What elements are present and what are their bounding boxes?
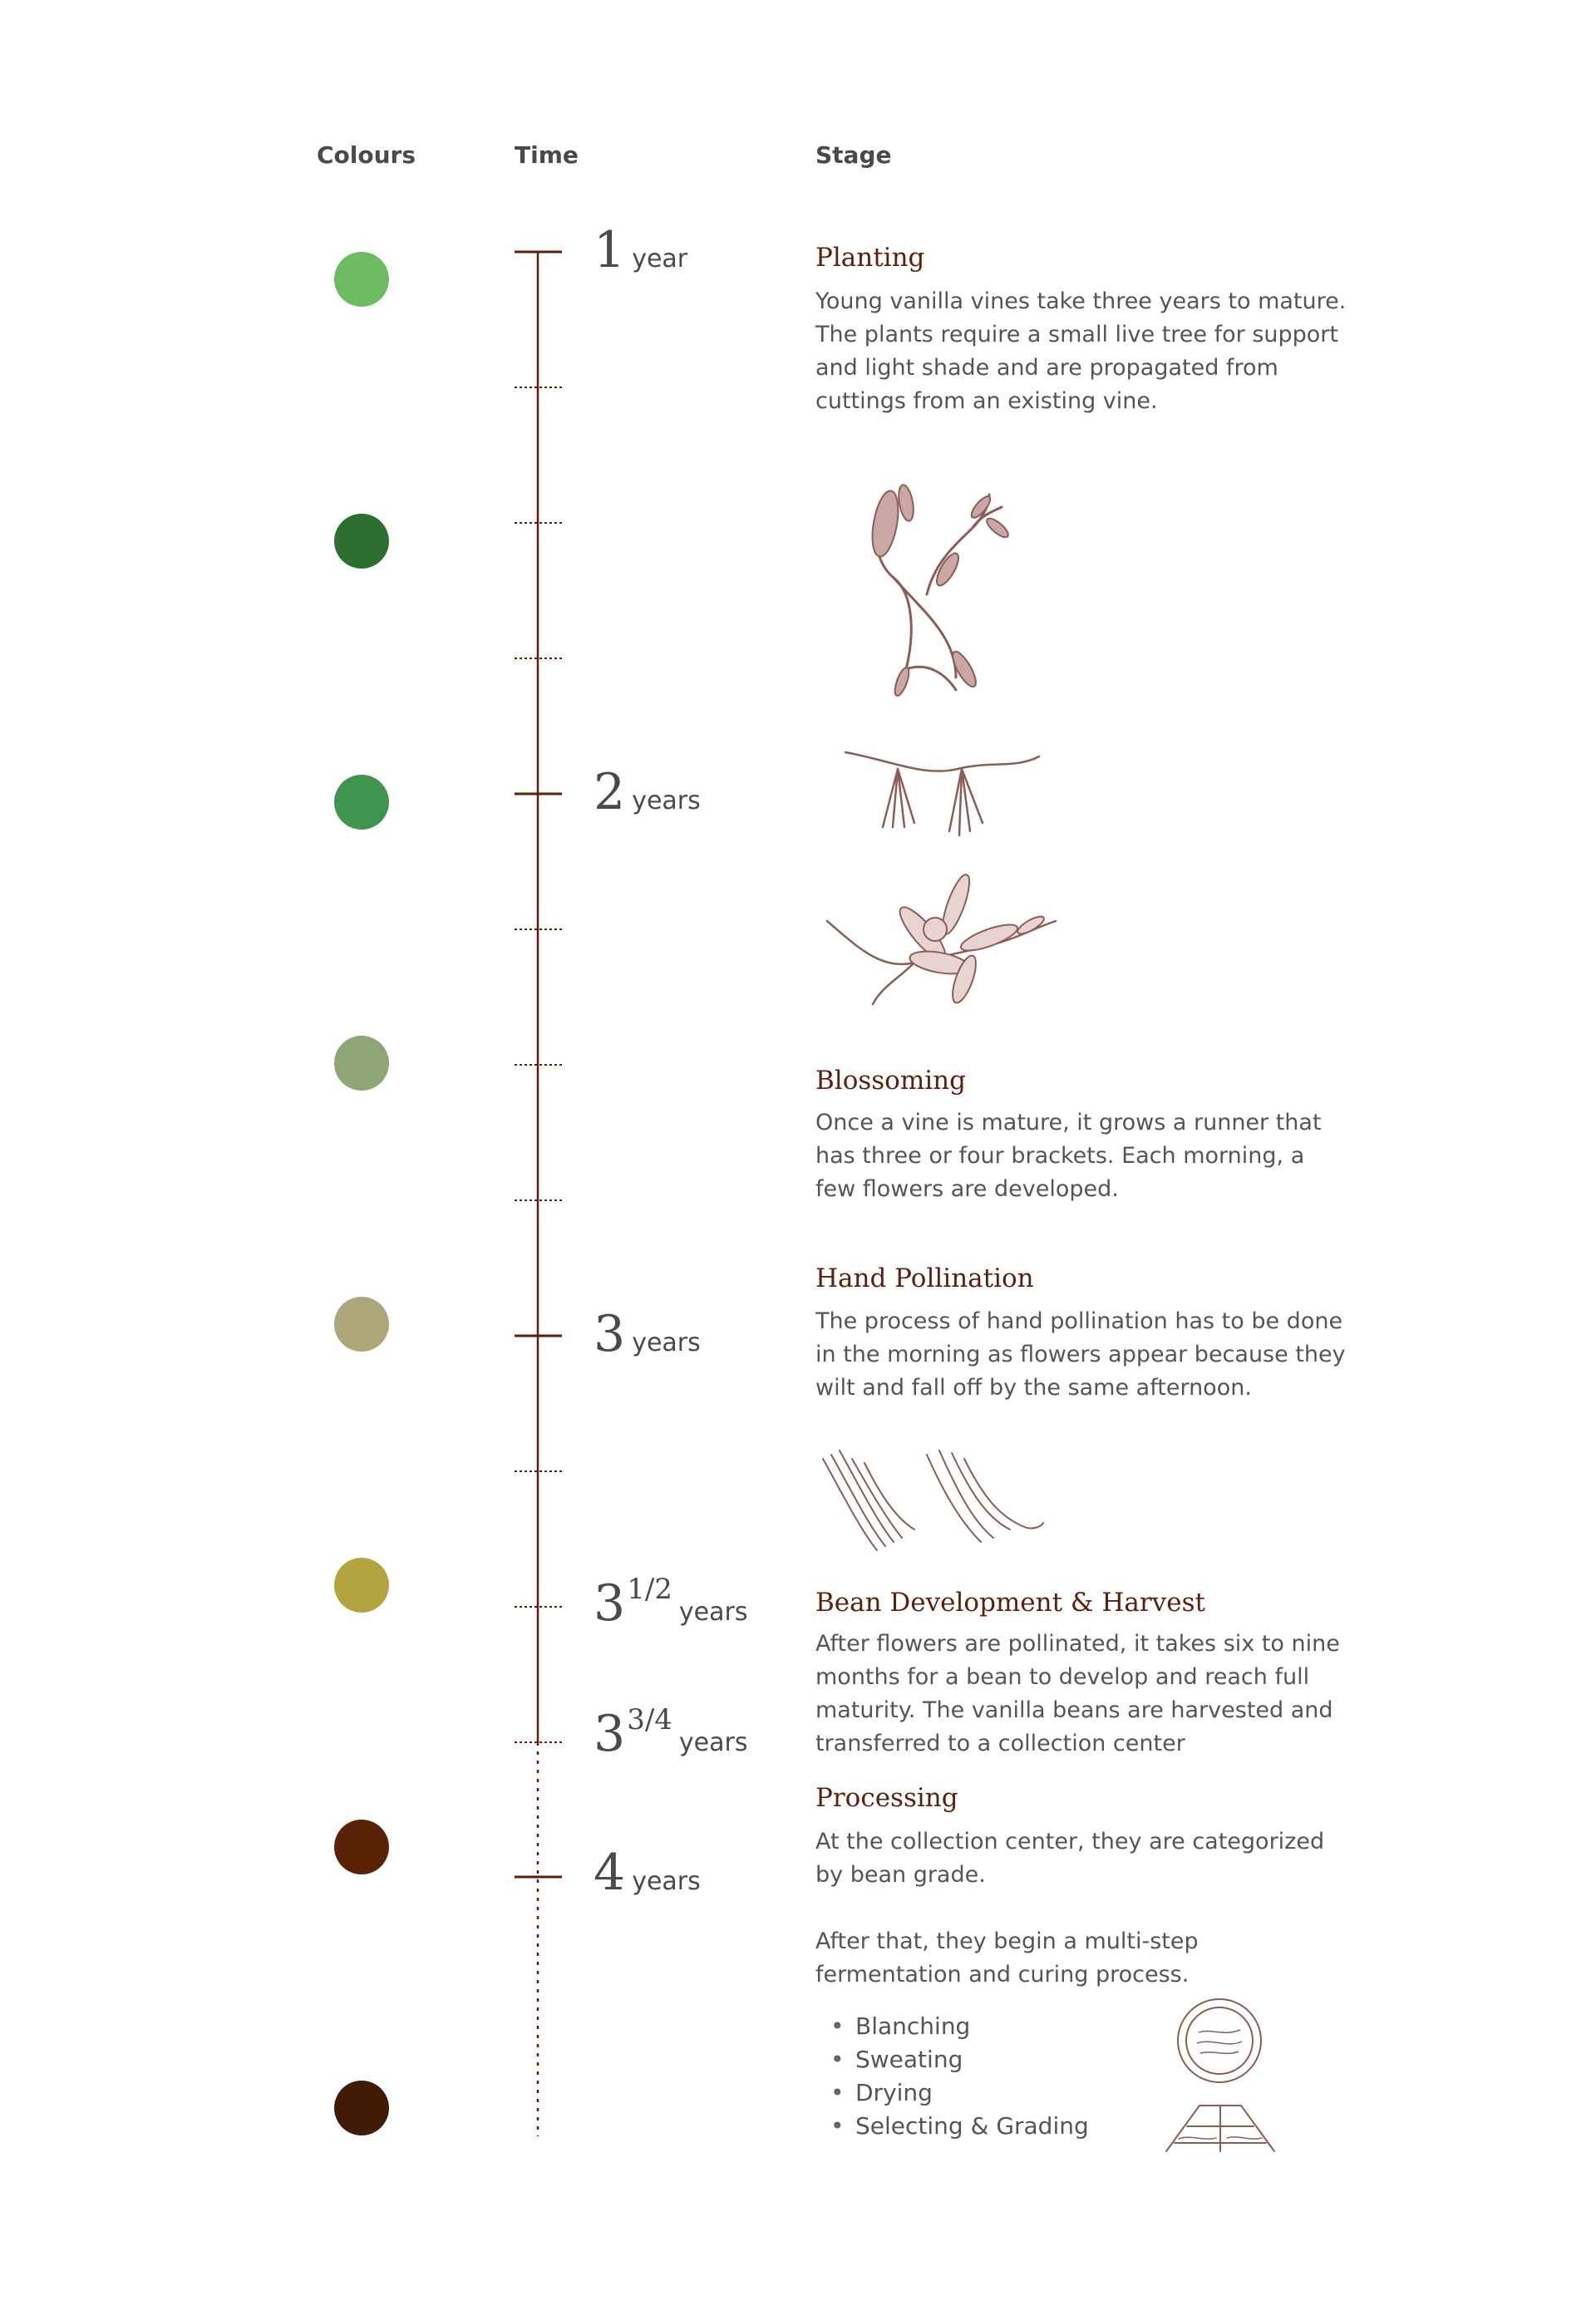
time-label-4-years: 4 years xyxy=(594,1844,701,1902)
colours-header: Colours xyxy=(317,141,416,169)
colour-swatch xyxy=(334,1558,389,1613)
list-item: Drying xyxy=(815,2076,1089,2110)
drying-rack-illustration xyxy=(1165,2105,1275,2152)
time-label-2-years: 2 years xyxy=(594,763,701,821)
colour-swatch xyxy=(334,2081,389,2135)
time-label-3-years: 3 years xyxy=(594,1305,701,1363)
stage-desc-processing-2: After that, they begin a multi-step ferm… xyxy=(815,1928,1199,1987)
stage-desc-processing: At the collection center, they are categ… xyxy=(815,1829,1325,1888)
vanilla-flower-illustration xyxy=(825,874,1057,1006)
vanilla-vine-illustration xyxy=(871,484,1009,697)
vanilla-runner-illustration xyxy=(844,751,1041,837)
time-label-1-year: 1 year xyxy=(594,221,688,279)
colour-swatch xyxy=(334,1036,389,1091)
colour-swatch xyxy=(334,1297,389,1352)
stage-desc-hand-pollination: The process of hand pollination has to b… xyxy=(815,1308,1346,1401)
list-item: Sweating xyxy=(815,2043,1089,2076)
time-label-3-three-quarter-years: 33/4years xyxy=(594,1703,748,1763)
stage-title-hand-pollination: Hand Pollination xyxy=(815,1263,1034,1293)
stage-title-blossoming: Blossoming xyxy=(815,1066,966,1096)
stage-desc-bean-development-harvest: After flowers are pollinated, it takes s… xyxy=(815,1631,1340,1756)
stage-desc-blossoming: Once a vine is mature, it grows a runner… xyxy=(815,1110,1322,1202)
stage-desc-planting: Young vanilla vines take three years to … xyxy=(815,288,1347,414)
list-item: Blanching xyxy=(815,2010,1089,2043)
colour-swatch xyxy=(334,775,389,830)
stage-title-bean-development-harvest: Bean Development & Harvest xyxy=(815,1588,1205,1618)
list-item: Selecting & Grading xyxy=(815,2110,1089,2143)
stage-header: Stage xyxy=(815,141,892,169)
colour-swatch xyxy=(334,252,389,307)
time-header: Time xyxy=(515,141,579,169)
colour-swatch xyxy=(334,514,389,569)
curing-basket-illustration xyxy=(1177,1998,1262,2083)
time-label-3-half-years: 31/2years xyxy=(594,1573,748,1633)
stage-title-processing: Processing xyxy=(815,1783,958,1813)
colour-swatch xyxy=(334,1820,389,1874)
stage-title-planting: Planting xyxy=(815,243,925,273)
vanilla-beans-illustration xyxy=(822,1450,1044,1551)
processing-steps-list: Blanching Sweating Drying Selecting & Gr… xyxy=(815,2010,1089,2143)
